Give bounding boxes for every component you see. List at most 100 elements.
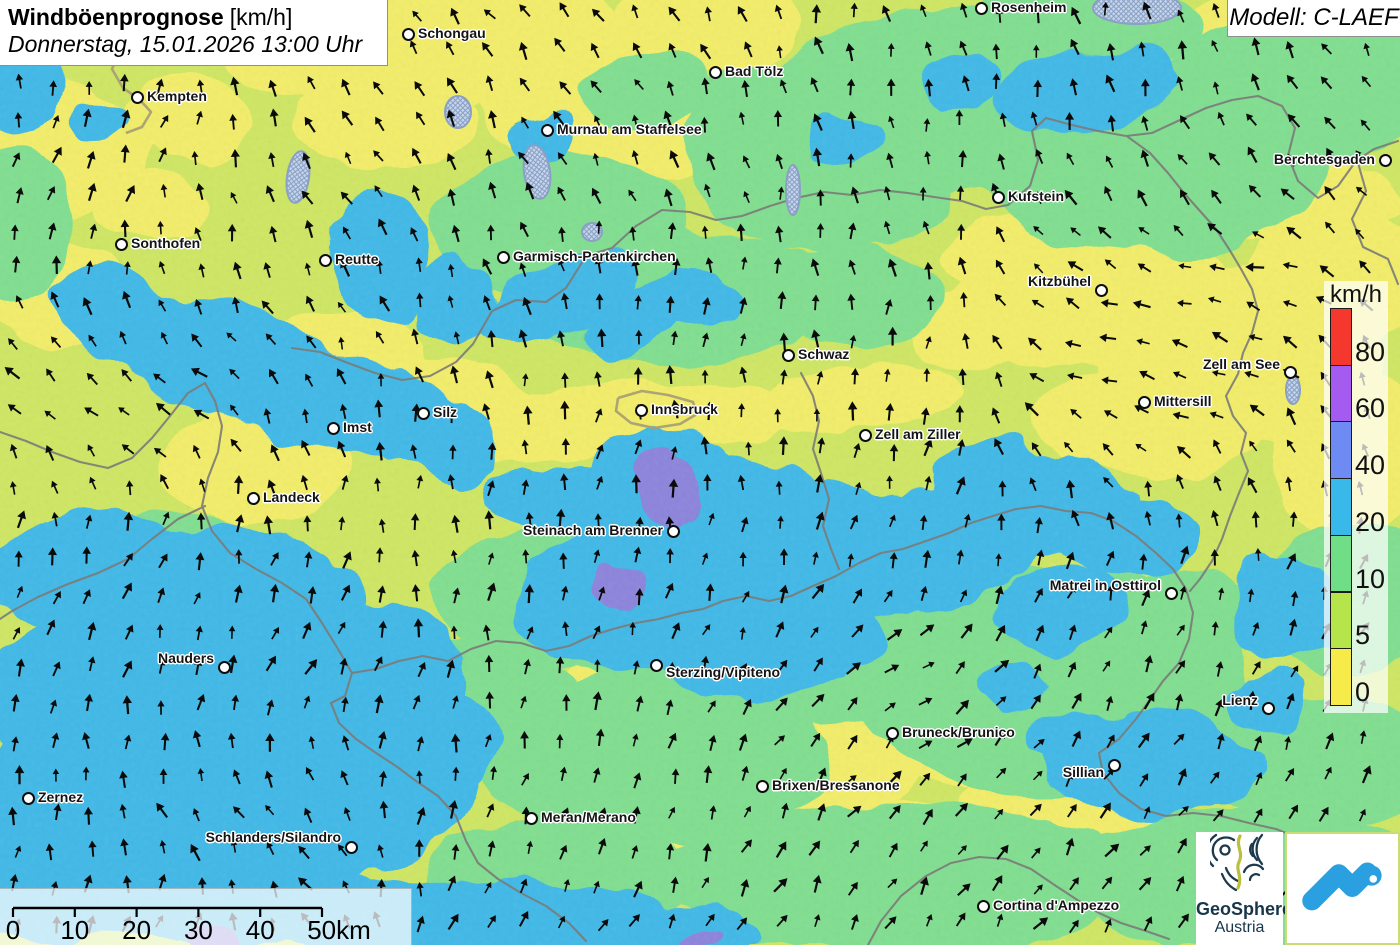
city-label: Bruneck/Brunico (902, 724, 1015, 740)
city-label: Murnau am Staffelsee (557, 121, 702, 137)
title-box: Windböenprognose [km/h] Donnerstag, 15.01… (0, 0, 388, 66)
map-title-text: Windböenprognose (8, 4, 224, 30)
city-label: Garmisch-Partenkirchen (513, 248, 676, 264)
city-marker (524, 811, 538, 825)
city-label: Rosenheim (991, 0, 1067, 15)
city-label: Reutte (335, 251, 379, 267)
svg-text:50km: 50km (307, 915, 371, 945)
city-marker (1107, 758, 1121, 772)
city-marker (540, 123, 554, 137)
city-marker (991, 190, 1005, 204)
svg-text:0: 0 (6, 915, 20, 945)
city-label: Brixen/Bressanone (772, 777, 900, 793)
geosphere-logo-box: GeoSphere Austria (1196, 832, 1293, 945)
legend-value-20: 20 (1355, 506, 1386, 537)
city-marker (1137, 395, 1151, 409)
map-subtitle: Donnerstag, 15.01.2026 13:00 Uhr (8, 31, 363, 57)
city-label: Lienz (1222, 692, 1258, 708)
city-label: Zell am See (1202, 356, 1280, 372)
color-legend: km/h 80 60 40 20 10 5 0 (1324, 281, 1388, 713)
city-label: Nauders (157, 650, 214, 666)
svg-text:20: 20 (122, 915, 151, 945)
svg-text:40: 40 (246, 915, 275, 945)
city-label: Sonthofen (131, 235, 201, 251)
city-marker (1283, 365, 1297, 379)
distance-scale-canvas: 0 10 20 30 40 50km (6, 906, 371, 945)
city-label: Cortina d'Ampezzo (993, 897, 1120, 913)
map-title-unit: [km/h] (229, 4, 293, 30)
city-marker (885, 726, 899, 740)
city-label: Steinach am Brenner (522, 522, 663, 538)
legend-value-10: 10 (1355, 563, 1386, 594)
legend-swatch-20 (1330, 478, 1352, 536)
city-marker (858, 428, 872, 442)
city-label: Bad Tölz (725, 63, 784, 79)
city-label: Meran/Merano (541, 809, 636, 825)
city-marker (217, 660, 231, 674)
city-label: Sillian (1062, 764, 1104, 780)
city-marker (416, 406, 430, 420)
city-label: Kempten (147, 88, 207, 104)
city-marker (634, 403, 648, 417)
city-marker (976, 899, 990, 913)
legend-value-60: 60 (1355, 393, 1386, 424)
city-marker (666, 524, 680, 538)
legend-value-80: 80 (1355, 336, 1386, 367)
city-marker (1094, 283, 1108, 297)
legend-swatch-5 (1330, 591, 1352, 650)
legend-unit-label: km/h (1329, 281, 1382, 308)
city-label: Silz (433, 404, 458, 420)
legend-swatch-0 (1330, 648, 1352, 706)
blue-mountain-foehn-icon (1301, 862, 1382, 910)
city-marker (1378, 153, 1392, 167)
city-marker (318, 253, 332, 267)
legend-value-40: 40 (1355, 450, 1386, 481)
city-label: Matrei in Osttirol (1049, 577, 1161, 593)
legend-swatch-80 (1330, 308, 1352, 366)
partner-logo-box (1285, 832, 1400, 945)
model-label: Modell: C-LAEF (1229, 4, 1399, 31)
legend-value-5: 5 (1355, 620, 1371, 651)
city-label: Zernez (38, 789, 84, 805)
legend-swatch-60 (1330, 364, 1352, 423)
city-marker (344, 840, 358, 854)
svg-text:30: 30 (184, 915, 213, 945)
city-marker (974, 1, 988, 15)
legend-value-0: 0 (1355, 676, 1371, 707)
city-label: Landeck (263, 489, 320, 505)
city-marker (130, 90, 144, 104)
city-marker (401, 27, 415, 41)
city-label: Imst (343, 419, 372, 435)
contour-lines-icon (1205, 833, 1264, 892)
city-marker (781, 348, 795, 362)
geosphere-country: Austria (1214, 919, 1265, 936)
city-marker (326, 421, 340, 435)
lake-shapes (285, 0, 1301, 405)
city-marker (1261, 701, 1275, 715)
svg-text:10: 10 (60, 915, 89, 945)
legend-swatch-10 (1330, 534, 1352, 593)
city-label: Schongau (418, 25, 486, 41)
city-marker (114, 237, 128, 251)
city-label: Sterzing/Vipiteno (666, 664, 781, 680)
city-label: Kitzbühel (1028, 273, 1091, 289)
model-box: Modell: C-LAEF (1227, 0, 1400, 37)
city-label: Schwaz (798, 346, 850, 362)
legend-swatch-40 (1330, 421, 1352, 480)
city-label: Mittersill (1154, 393, 1212, 409)
city-marker (21, 791, 35, 805)
distance-scale-bar: 0 10 20 30 40 50km (0, 888, 412, 945)
city-marker (1164, 586, 1178, 600)
city-marker (755, 779, 769, 793)
city-marker (708, 65, 722, 79)
city-marker (496, 250, 510, 264)
city-label: Berchtesgaden (1273, 151, 1375, 167)
map-title: Windböenprognose [km/h] (8, 3, 379, 31)
geosphere-name: GeoSphere (1196, 899, 1293, 919)
city-label: Kufstein (1008, 188, 1064, 204)
city-label: Schlanders/Silandro (205, 829, 341, 845)
city-label: Innsbruck (651, 401, 718, 417)
